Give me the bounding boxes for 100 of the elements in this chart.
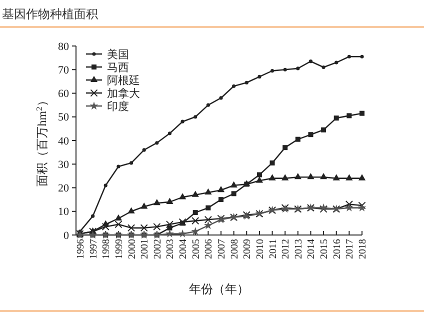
chart-title: 基因作物种植面积 (2, 7, 98, 21)
point (230, 181, 238, 188)
point (308, 60, 313, 64)
point (346, 174, 353, 180)
point (320, 173, 328, 180)
point (347, 54, 351, 58)
legend-label: 加拿大 (107, 86, 140, 100)
point (334, 116, 339, 121)
point (166, 229, 174, 238)
x-tick-label: 2017 (344, 239, 356, 259)
point (345, 200, 353, 208)
x-tick-label: 2011 (268, 239, 279, 259)
point (232, 84, 236, 88)
x-tick-label: 2005 (190, 239, 202, 259)
point (360, 110, 364, 116)
point (166, 220, 174, 228)
point (296, 66, 300, 70)
point (334, 60, 338, 64)
point (294, 173, 302, 180)
x-tick-label: 2002 (152, 239, 164, 259)
point (256, 176, 264, 183)
x-tick-label: 2012 (280, 239, 292, 259)
point (295, 136, 300, 142)
point (194, 115, 198, 119)
point (231, 191, 236, 196)
x-tick-label: 2000 (126, 239, 138, 259)
x-tick-label: 1998 (101, 239, 112, 259)
point (140, 224, 148, 232)
point (346, 113, 352, 118)
point (153, 198, 160, 206)
point (128, 207, 135, 214)
point (218, 197, 224, 202)
point (204, 216, 212, 224)
x-tick-label: 2006 (204, 239, 215, 259)
point (307, 173, 314, 180)
point (206, 103, 210, 107)
point (268, 174, 276, 180)
point (258, 74, 262, 79)
point (206, 205, 211, 210)
x-tick-label: 2010 (254, 239, 266, 259)
x-tick-label: 2016 (332, 239, 343, 259)
point (244, 80, 248, 84)
point (322, 65, 326, 70)
point (358, 174, 366, 180)
y-tick-label: 70 (58, 64, 70, 76)
point (140, 202, 148, 209)
legend-label: 阿根廷 (107, 74, 140, 87)
point (102, 222, 110, 231)
point (204, 221, 212, 230)
point (217, 186, 225, 192)
point (114, 220, 122, 228)
point (332, 174, 340, 180)
point (114, 214, 122, 221)
y-tick-label: 80 (58, 40, 70, 53)
point (344, 203, 354, 212)
point (191, 227, 200, 236)
point (116, 164, 120, 168)
point (282, 174, 289, 180)
point (192, 190, 199, 197)
x-tick-label: 2001 (140, 239, 151, 259)
x-tick-label: 2014 (306, 239, 318, 259)
point (256, 172, 262, 178)
x-tick-label: 2008 (229, 239, 240, 259)
y-tick-label: 60 (58, 88, 70, 100)
point (192, 217, 200, 225)
point (91, 214, 95, 218)
point (282, 145, 288, 150)
point (180, 120, 184, 124)
y-tick-label: 50 (58, 112, 70, 124)
y-tick-label: 20 (58, 182, 70, 195)
x-tick-label: 1996 (76, 239, 86, 259)
point (192, 210, 198, 216)
point (166, 198, 174, 204)
legend-label: 印度 (107, 100, 129, 113)
point (270, 69, 274, 73)
point (308, 132, 314, 138)
x-tick-label: 1997 (88, 239, 100, 259)
x-tick-label: 2003 (165, 239, 176, 259)
x-tick-label: 2018 (358, 239, 368, 259)
y-tick-label: 30 (58, 158, 70, 171)
y-tick-label: 0 (64, 230, 70, 242)
x-tick-label: 2013 (293, 239, 304, 259)
point (283, 68, 287, 72)
x-tick-label: 1999 (114, 239, 125, 259)
x-tick-label: 2004 (178, 239, 190, 259)
y-tick-label: 40 (58, 135, 70, 148)
point (127, 224, 136, 232)
point (178, 229, 187, 238)
point (153, 222, 161, 231)
point (129, 161, 134, 165)
point (178, 193, 186, 200)
x-tick-label: 2009 (242, 239, 254, 259)
point (360, 54, 364, 58)
point (204, 188, 212, 195)
point (219, 96, 223, 100)
legend-label: 美国 (107, 48, 129, 61)
x-tick-label: 2007 (216, 239, 228, 259)
y-tick-label: 10 (58, 206, 70, 218)
point (155, 141, 159, 145)
point (168, 132, 172, 136)
